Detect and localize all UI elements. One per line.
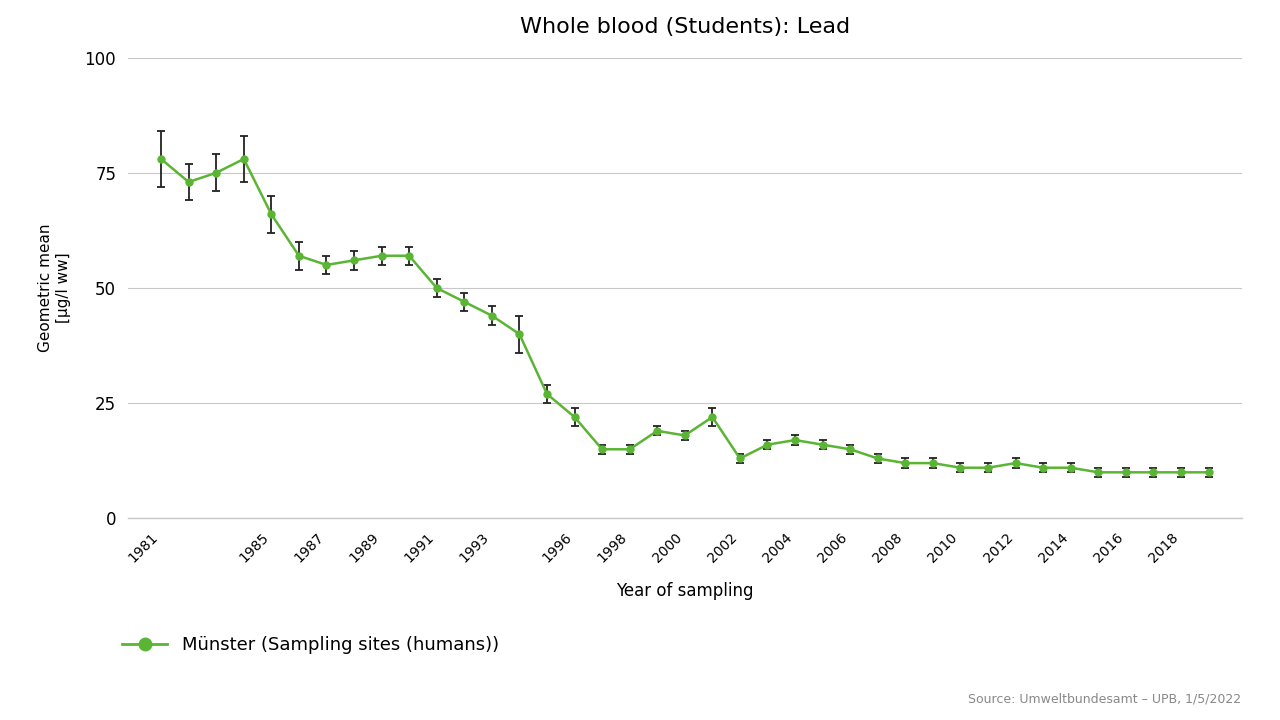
Legend: Münster (Sampling sites (humans)): Münster (Sampling sites (humans)) (115, 629, 506, 661)
X-axis label: Year of sampling: Year of sampling (616, 582, 754, 600)
Text: Source: Umweltbundesamt – UPB, 1/5/2022: Source: Umweltbundesamt – UPB, 1/5/2022 (969, 693, 1242, 706)
Y-axis label: Geometric mean
[µg/l ww]: Geometric mean [µg/l ww] (38, 224, 70, 352)
Title: Whole blood (Students): Lead: Whole blood (Students): Lead (520, 17, 850, 37)
